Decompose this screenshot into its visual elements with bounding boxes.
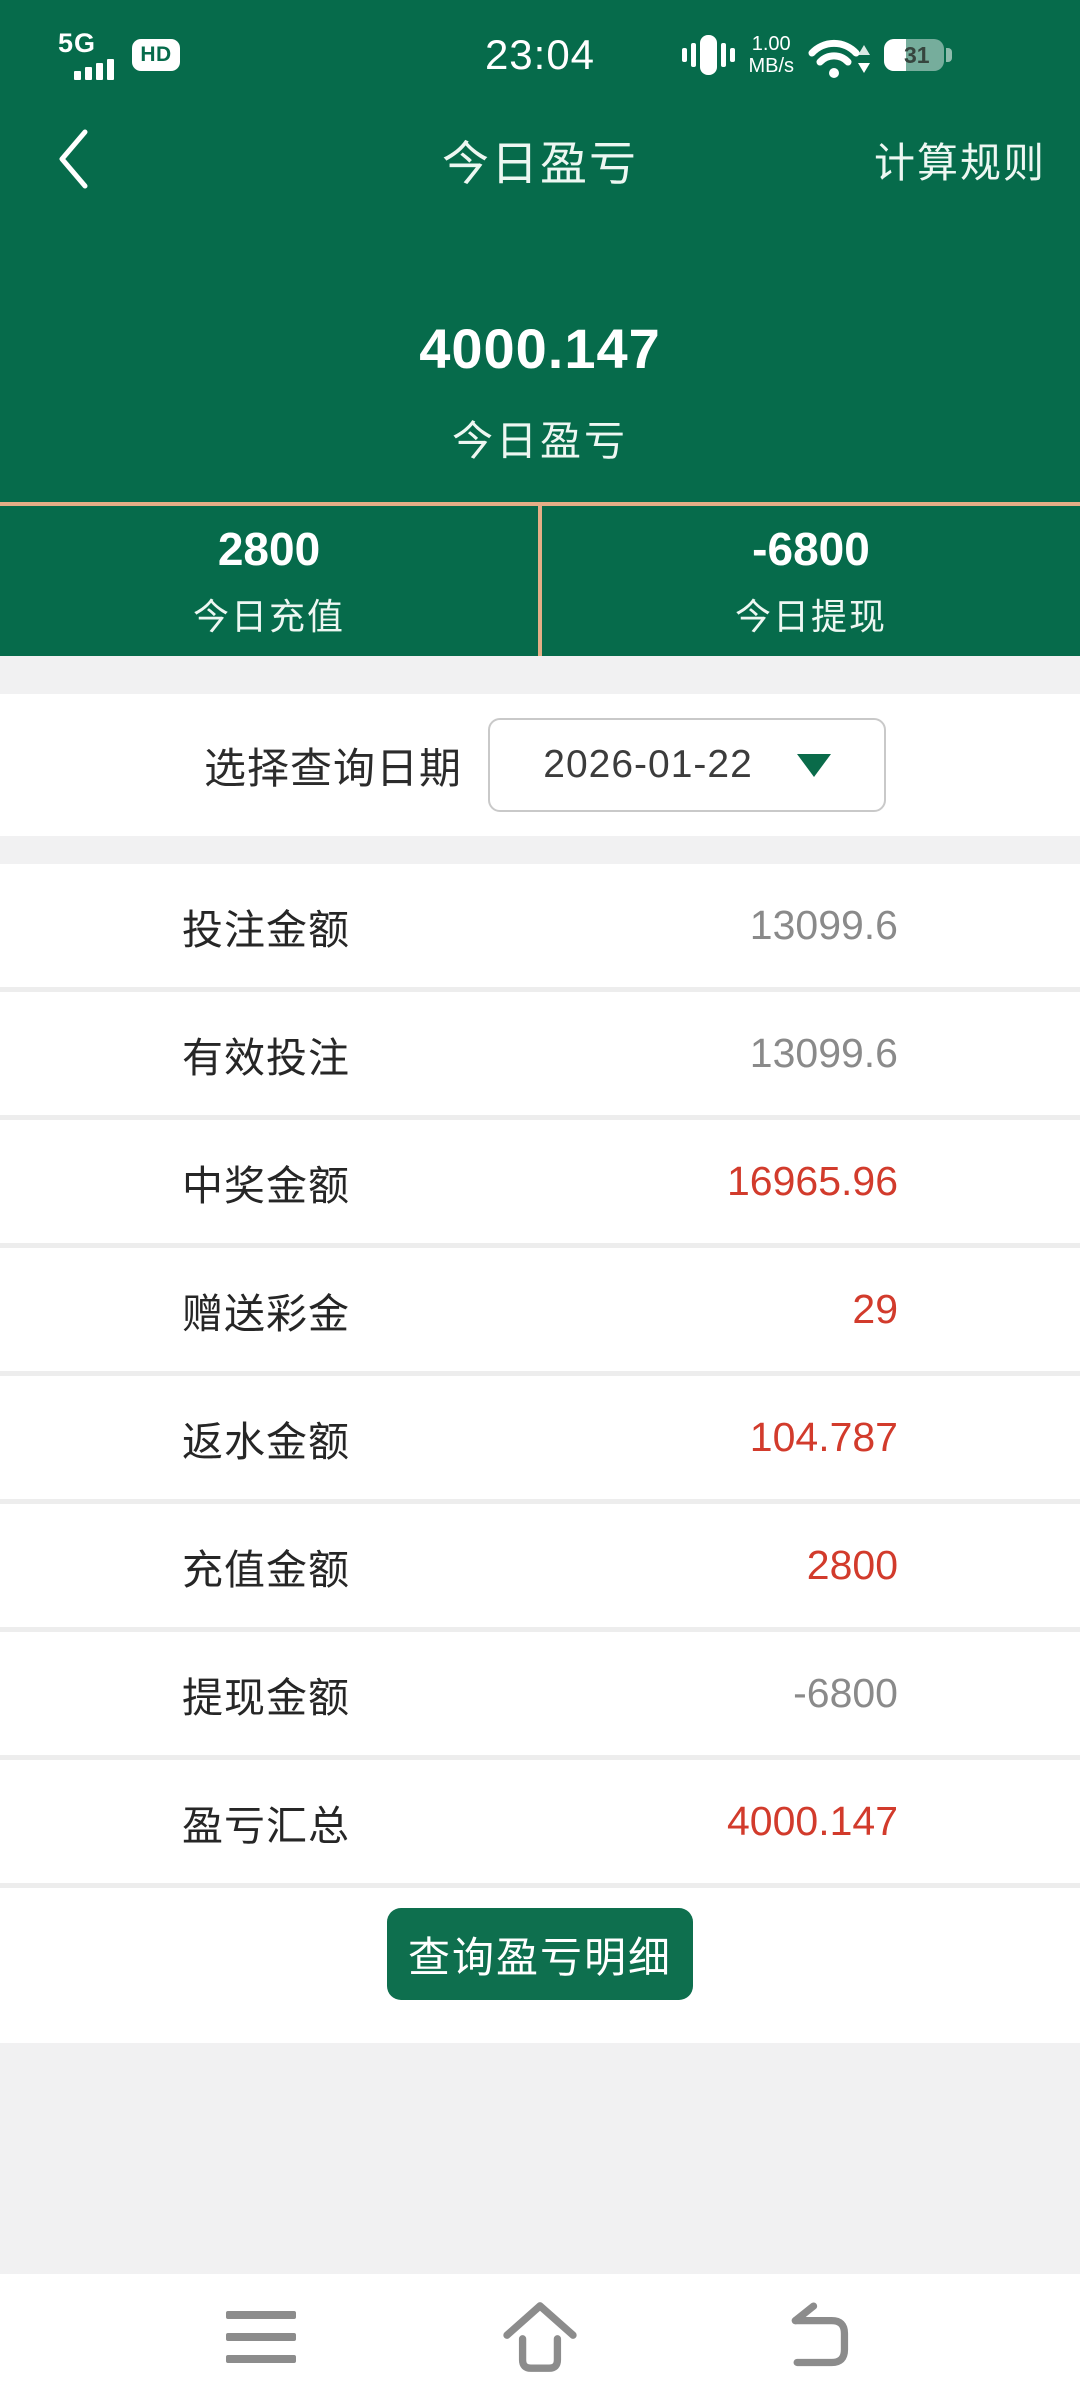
today-profit-amount: 4000.147 — [419, 317, 661, 380]
back-nav-button[interactable] — [773, 2291, 865, 2383]
battery-icon: 31 — [884, 39, 952, 71]
row-label: 返水金额 — [182, 1418, 350, 1465]
chevron-left-icon — [59, 129, 88, 189]
row-separator — [0, 1883, 1080, 1888]
detail-row: 赠送彩金 29 — [0, 1248, 1080, 1371]
row-value: 4000.147 — [726, 1798, 898, 1844]
home-button[interactable] — [494, 2291, 586, 2383]
detail-row: 返水金额 104.787 — [0, 1376, 1080, 1499]
network-speed-indicator: 1.00 MB/s — [748, 33, 794, 77]
today-deposit-cell: 2800 今日充值 — [0, 506, 538, 656]
detail-row: 盈亏汇总 4000.147 — [0, 1760, 1080, 1883]
detail-row: 中奖金额 16965.96 — [0, 1120, 1080, 1243]
hero-section: 4000.147 今日盈亏 — [0, 218, 1080, 502]
button-row: 查询盈亏明细 — [0, 1888, 1080, 2043]
row-label: 盈亏汇总 — [182, 1802, 350, 1849]
network-type-label: 5G — [58, 28, 97, 58]
row-value: 104.787 — [749, 1414, 898, 1460]
traffic-down-arrow-icon — [858, 63, 870, 73]
row-value: 13099.6 — [749, 1030, 898, 1076]
row-label: 有效投注 — [182, 1034, 350, 1081]
app-header: 今日盈亏 计算规则 — [0, 100, 1080, 218]
date-dropdown-value: 2026-01-22 — [543, 743, 753, 786]
detail-row: 充值金额 2800 — [0, 1504, 1080, 1627]
section-gap — [0, 836, 1080, 864]
recent-apps-button[interactable] — [215, 2291, 307, 2383]
detail-list: 投注金额 13099.6 有效投注 13099.6 中奖金额 16965.96 赠送彩金 29… — [0, 864, 1080, 1883]
battery-percent: 31 — [904, 41, 930, 68]
row-label: 中奖金额 — [182, 1162, 350, 1209]
page-title: 今日盈亏 — [442, 136, 638, 190]
back-button[interactable] — [52, 124, 112, 194]
row-label: 投注金额 — [182, 906, 350, 953]
row-value: -6800 — [793, 1670, 898, 1716]
today-withdraw-value: -6800 — [752, 523, 870, 575]
section-gap — [0, 656, 1080, 694]
back-icon — [791, 2302, 849, 2367]
recent-apps-icon — [226, 2311, 296, 2363]
date-dropdown[interactable]: 2026-01-22 — [488, 718, 887, 812]
caret-down-icon — [796, 753, 831, 777]
date-picker-row: 选择查询日期 2026-01-22 — [0, 694, 1080, 836]
home-icon — [503, 2302, 577, 2372]
speed-unit: MB/s — [748, 55, 794, 77]
today-withdraw-cell: -6800 今日提现 — [538, 506, 1080, 656]
row-label: 赠送彩金 — [182, 1290, 350, 1337]
cell-signal-icon: 5G — [58, 30, 114, 80]
summary-band: 2800 今日充值 -6800 今日提现 — [0, 502, 1080, 656]
calc-rules-link[interactable]: 计算规则 — [874, 140, 1046, 186]
detail-row: 提现金额 -6800 — [0, 1632, 1080, 1755]
row-value: 16965.96 — [726, 1158, 898, 1204]
detail-row: 有效投注 13099.6 — [0, 992, 1080, 1115]
today-withdraw-label: 今日提现 — [734, 596, 887, 637]
date-picker-label: 选择查询日期 — [204, 744, 463, 792]
hd-voice-icon: HD — [132, 39, 180, 71]
status-bar: 5G HD 23:04 1.00 MB/s 31 — [0, 0, 1080, 100]
today-deposit-label: 今日充值 — [192, 596, 345, 637]
row-label: 提现金额 — [182, 1674, 350, 1721]
bottom-spacer — [0, 2043, 1080, 2274]
row-value: 13099.6 — [749, 902, 898, 948]
signal-bars-icon — [74, 59, 114, 80]
traffic-up-arrow-icon — [858, 45, 870, 55]
detail-row: 投注金额 13099.6 — [0, 864, 1080, 987]
vibrate-mode-icon — [682, 35, 736, 75]
status-clock: 23:04 — [484, 31, 596, 78]
row-label: 充值金额 — [182, 1546, 350, 1593]
today-deposit-value: 2800 — [217, 523, 321, 575]
system-nav-bar — [0, 2274, 1080, 2400]
speed-value: 1.00 — [751, 33, 791, 55]
query-detail-button[interactable]: 查询盈亏明细 — [387, 1908, 693, 2000]
today-profit-caption: 今日盈亏 — [452, 418, 628, 464]
row-value: 2800 — [806, 1542, 898, 1588]
wifi-icon — [808, 39, 870, 78]
row-value: 29 — [852, 1286, 898, 1332]
